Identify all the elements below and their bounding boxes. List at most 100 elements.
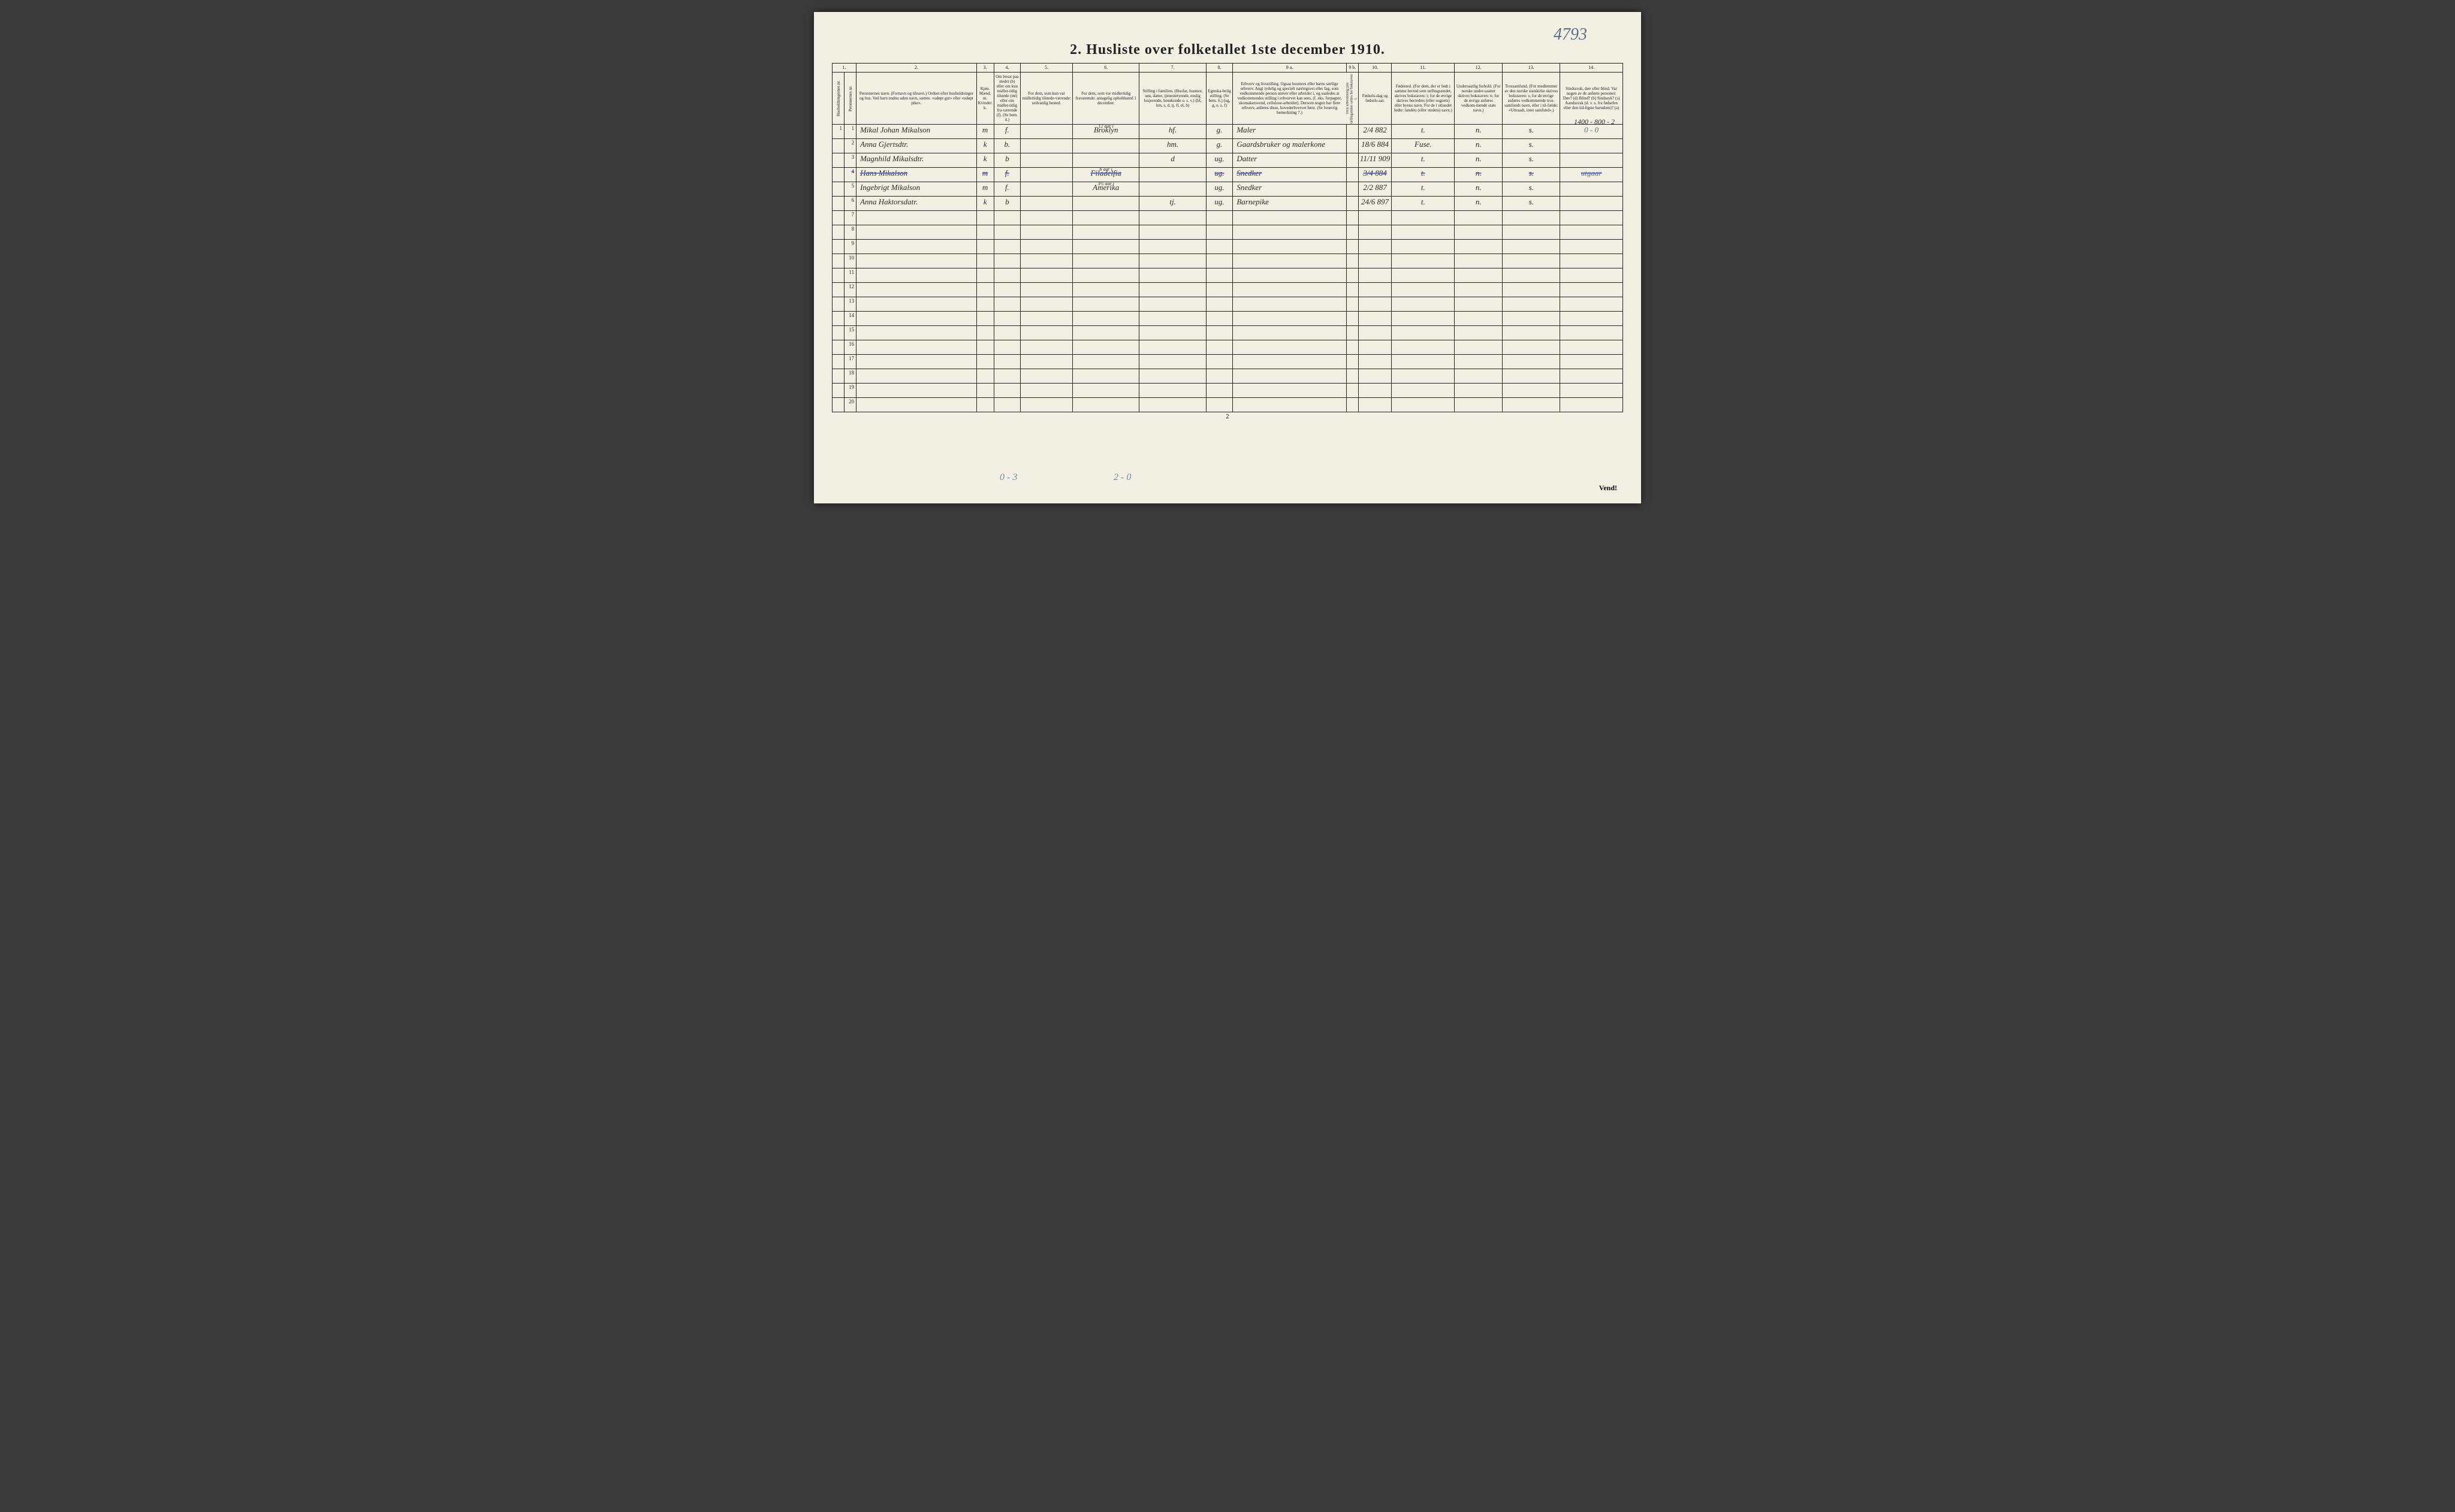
cell-res: b.	[994, 139, 1021, 153]
hdr-c9b: Hvis arbeidsledig paa tællingstiden sætt…	[1346, 73, 1358, 125]
cell-blank	[856, 384, 977, 398]
cell-blank	[1233, 369, 1346, 384]
cell-occ: Gaardsbruker og malerkone	[1233, 139, 1346, 153]
cell-blank	[994, 340, 1021, 355]
cell-blank	[1503, 340, 1560, 355]
cell-blank	[856, 297, 977, 312]
cell-blank	[1455, 268, 1503, 283]
cell-blank	[1503, 254, 1560, 268]
hdr-c11: Fødested. (For dem, der er født i samme …	[1392, 73, 1455, 125]
hdr-res: Om bosat paa stedet (b) eller om kun mid…	[994, 73, 1021, 125]
cell-sex: m	[976, 125, 994, 139]
cell-blank	[1560, 340, 1623, 355]
hdr-c7: Stilling i familien. (Husfar, husmor, sø…	[1139, 73, 1206, 125]
cell-sex: m	[976, 168, 994, 182]
cell-bplace: t.	[1392, 197, 1455, 211]
census-table: 1. 2. 3. 4. 5. 6. 7. 8. 9 a. 9 b. 10. 11…	[832, 63, 1623, 412]
cell-occ: Datter	[1233, 153, 1346, 168]
table-row-blank: 11	[833, 268, 1623, 283]
cell-blank	[994, 384, 1021, 398]
hdr-c13: Trossamfund. (For medlemmer av den norsk…	[1503, 73, 1560, 125]
hdr-sex: Kjøn. Mænd. m. Kvinder. k.	[976, 73, 994, 125]
table-row: 4Hans Mikalsonmf.6 aar iFiladelfiaug.Sne…	[833, 168, 1623, 182]
cell-bplace: t.	[1392, 168, 1455, 182]
cell-hnr	[833, 312, 845, 326]
cell-blank	[1073, 355, 1139, 369]
cell-blank	[1346, 268, 1358, 283]
cell-rel: s.	[1503, 153, 1560, 168]
hdr-c9a: Erhverv og livsstilling. Ogsaa husmors e…	[1233, 73, 1346, 125]
cell-blank	[856, 326, 977, 340]
table-row-blank: 19	[833, 384, 1623, 398]
cell-blank	[1392, 297, 1455, 312]
cell-hnr	[833, 369, 845, 384]
cell-blank	[1560, 240, 1623, 254]
cell-blank	[1560, 326, 1623, 340]
cell-res: f.	[994, 182, 1021, 197]
cell-blank	[1358, 384, 1392, 398]
cell-rel: s.	[1503, 182, 1560, 197]
cell-blank	[1233, 355, 1346, 369]
cell-blank	[1392, 283, 1455, 297]
cell-blank	[1392, 211, 1455, 225]
cell-blank	[1358, 312, 1392, 326]
hdr-name: Personernes navn. (Fornavn og tilnavn.) …	[856, 73, 977, 125]
cell-blank	[1503, 211, 1560, 225]
cell-blank	[1455, 398, 1503, 412]
cell-sex: k	[976, 139, 994, 153]
cell-name: Anna Haktorsdatr.	[856, 197, 977, 211]
table-row-blank: 9	[833, 240, 1623, 254]
cell-blank	[1206, 254, 1233, 268]
cell-hnr	[833, 268, 845, 283]
cell-blank	[1346, 240, 1358, 254]
cell-blank	[1139, 211, 1206, 225]
cell-blank	[1233, 384, 1346, 398]
cell-sex: k	[976, 153, 994, 168]
cell-blank	[1139, 268, 1206, 283]
cell-blank	[1073, 326, 1139, 340]
cell-blank	[1021, 283, 1073, 297]
cell-hnr	[833, 211, 845, 225]
cell-blank	[1233, 326, 1346, 340]
cell-blank	[1560, 355, 1623, 369]
cell-blank	[1073, 225, 1139, 240]
cell-fam: d	[1139, 153, 1206, 168]
cell-blank	[1139, 297, 1206, 312]
cell-blank	[856, 283, 977, 297]
cell-blank	[856, 340, 977, 355]
cell-blank	[976, 240, 994, 254]
cell-hnr	[833, 225, 845, 240]
cell-pnr: 16	[845, 340, 856, 355]
cell-blank	[1560, 297, 1623, 312]
colnum-1: 1.	[833, 64, 856, 73]
pencil-note-left: 0 - 3	[1000, 472, 1017, 483]
cell-blank	[1021, 254, 1073, 268]
cell-pnr: 2	[845, 139, 856, 153]
cell-blank	[1392, 398, 1455, 412]
cell-blank	[1358, 297, 1392, 312]
cell-pnr: 4	[845, 168, 856, 182]
cell-blank	[1233, 254, 1346, 268]
cell-sex: m	[976, 182, 994, 197]
cell-name: Anna Gjertsdtr.	[856, 139, 977, 153]
cell-blank	[1503, 283, 1560, 297]
cell-blank	[1206, 297, 1233, 312]
cell-blank	[1346, 355, 1358, 369]
cell-name: Hans Mikalson	[856, 168, 977, 182]
cell-pnr: 20	[845, 398, 856, 412]
cell-rel: s.	[1503, 197, 1560, 211]
cell-blank	[976, 254, 994, 268]
cell-blank	[1392, 384, 1455, 398]
cell-nat: n.	[1455, 139, 1503, 153]
cell-blank	[1206, 283, 1233, 297]
cell-blank	[1233, 225, 1346, 240]
cell-blank	[1233, 211, 1346, 225]
cell-fam: tj.	[1139, 197, 1206, 211]
cell-blank	[1139, 369, 1206, 384]
cell-blank	[1233, 398, 1346, 412]
cell-nat: n.	[1455, 168, 1503, 182]
cell-blank	[1560, 211, 1623, 225]
hdr-c10: Fødsels-dag og fødsels-aar.	[1358, 73, 1392, 125]
cell-c5	[1021, 125, 1073, 139]
cell-c9b	[1346, 168, 1358, 182]
